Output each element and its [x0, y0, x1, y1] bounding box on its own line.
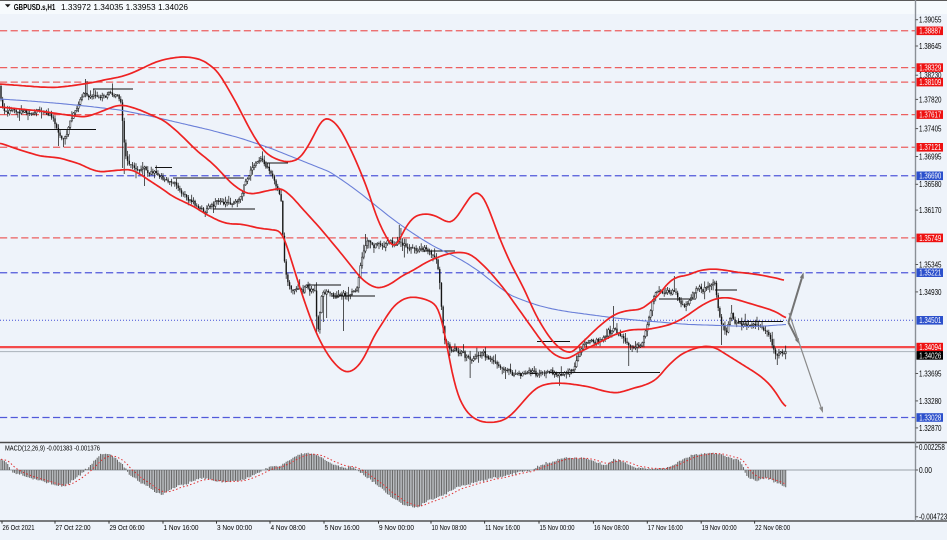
svg-text:1.37820: 1.37820 [919, 95, 942, 104]
svg-text:22 Nov 08:00: 22 Nov 08:00 [755, 523, 790, 532]
svg-text:1.34930: 1.34930 [919, 288, 942, 297]
svg-text:1.33028: 1.33028 [919, 413, 941, 422]
svg-text:1.33972 1.34035 1.33953 1.3402: 1.33972 1.34035 1.33953 1.34026 [61, 2, 188, 12]
svg-text:1.37617: 1.37617 [919, 111, 941, 120]
svg-text:1.38887: 1.38887 [919, 27, 941, 36]
svg-text:15 Nov 00:00: 15 Nov 00:00 [540, 523, 575, 532]
svg-text:1.34094: 1.34094 [919, 343, 942, 352]
svg-text:MACD(12,26,9) -0.001383 -0.001: MACD(12,26,9) -0.001383 -0.001376 [5, 443, 100, 452]
svg-text:17 Nov 16:00: 17 Nov 16:00 [648, 523, 683, 532]
svg-text:1.36690: 1.36690 [919, 172, 942, 181]
svg-text:1 Nov 16:00: 1 Nov 16:00 [164, 523, 199, 532]
svg-text:1.36170: 1.36170 [919, 206, 942, 215]
svg-text:GBPUSD.s,H1: GBPUSD.s,H1 [14, 2, 56, 12]
svg-text:26 Oct 2021: 26 Oct 2021 [3, 523, 35, 532]
svg-text:1.36995: 1.36995 [919, 152, 942, 161]
svg-text:1.35221: 1.35221 [919, 269, 941, 278]
svg-text:0.002258: 0.002258 [919, 443, 945, 452]
svg-text:3 Nov 00:00: 3 Nov 00:00 [217, 523, 252, 532]
svg-text:1.34501: 1.34501 [919, 316, 941, 325]
svg-text:9 Nov 00:00: 9 Nov 00:00 [379, 523, 414, 532]
svg-text:1.35749: 1.35749 [919, 234, 941, 243]
svg-text:1.38109: 1.38109 [919, 78, 941, 87]
svg-text:27 Oct 22:00: 27 Oct 22:00 [56, 523, 91, 532]
svg-text:10 Nov 08:00: 10 Nov 08:00 [432, 523, 467, 532]
svg-text:1.34026: 1.34026 [919, 351, 941, 360]
svg-text:1.39055: 1.39055 [919, 16, 942, 25]
svg-text:4 Nov 08:00: 4 Nov 08:00 [271, 523, 306, 532]
svg-text:1.38230: 1.38230 [919, 71, 942, 80]
svg-text:1.38329: 1.38329 [919, 64, 941, 73]
svg-text:5 Nov 16:00: 5 Nov 16:00 [325, 523, 360, 532]
svg-text:16 Nov 08:00: 16 Nov 08:00 [594, 523, 629, 532]
svg-text:1.38645: 1.38645 [919, 42, 942, 51]
svg-text:1.33695: 1.33695 [919, 369, 942, 378]
svg-text:19 Nov 00:00: 19 Nov 00:00 [702, 523, 737, 532]
svg-text:1.33280: 1.33280 [919, 397, 942, 406]
svg-text:29 Oct 06:00: 29 Oct 06:00 [110, 523, 145, 532]
svg-text:1.37121: 1.37121 [919, 143, 941, 152]
svg-text:1.32870: 1.32870 [919, 424, 942, 433]
svg-text:1.37405: 1.37405 [919, 125, 942, 134]
svg-text:11 Nov 16:00: 11 Nov 16:00 [485, 523, 520, 532]
svg-text:1.36580: 1.36580 [919, 180, 942, 189]
svg-text:-0.004723: -0.004723 [919, 513, 947, 522]
svg-text:0.00: 0.00 [919, 466, 932, 475]
svg-text:1.35345: 1.35345 [919, 260, 942, 269]
